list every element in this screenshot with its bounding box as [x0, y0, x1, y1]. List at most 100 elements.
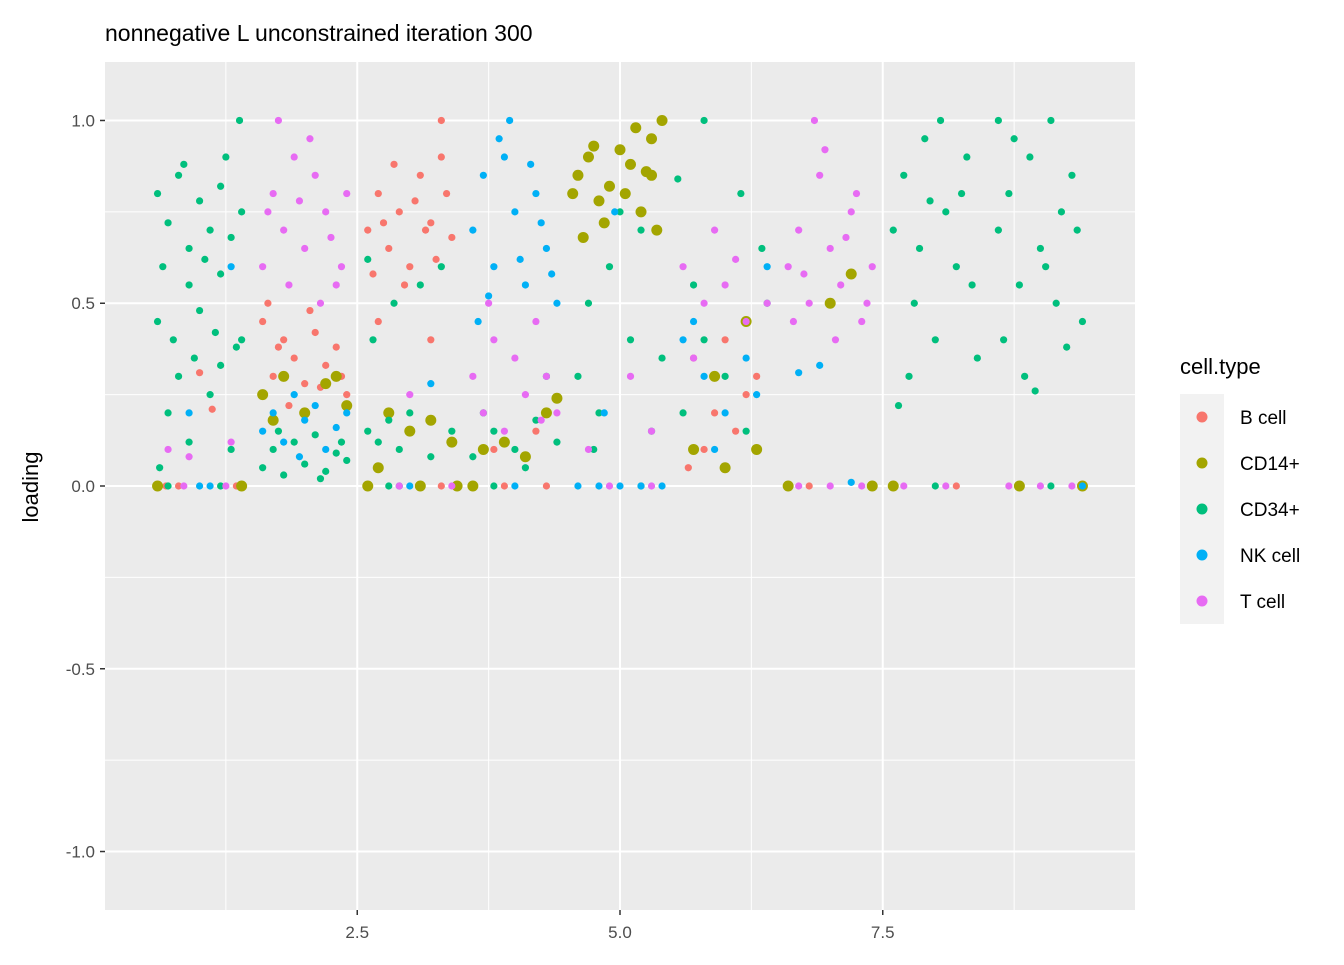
data-point [646, 169, 658, 181]
data-point [658, 482, 666, 490]
data-point [364, 427, 372, 435]
data-point [588, 140, 600, 152]
data-point [611, 208, 619, 216]
legend-swatch [1196, 549, 1208, 561]
legend: cell.type B cell CD14+ CD34+ NK cell T cell [1180, 354, 1300, 624]
data-point [1005, 189, 1013, 198]
data-point [369, 270, 377, 278]
data-point [322, 208, 330, 216]
data-point [700, 116, 708, 125]
data-point [637, 482, 645, 490]
data-point [1005, 482, 1013, 490]
data-points [152, 114, 1088, 492]
legend-label: CD34+ [1240, 500, 1300, 521]
data-point [222, 153, 230, 161]
data-point [551, 392, 563, 404]
data-point [269, 189, 277, 198]
data-point [164, 445, 172, 454]
data-point [490, 445, 498, 454]
data-point [900, 482, 908, 490]
data-point [605, 482, 614, 490]
data-point [467, 480, 479, 492]
data-point [710, 409, 719, 417]
data-point [858, 317, 866, 326]
data-point [332, 343, 340, 351]
data-point [185, 453, 193, 461]
data-point [866, 480, 878, 492]
data-point [616, 208, 624, 216]
data-point [826, 244, 834, 253]
data-point [477, 443, 489, 455]
data-point [301, 244, 309, 253]
data-point [810, 116, 819, 125]
data-point [595, 482, 603, 490]
data-point [306, 306, 314, 315]
data-point [826, 482, 834, 490]
data-point [926, 197, 934, 205]
data-point [374, 189, 382, 198]
data-point [174, 372, 183, 380]
data-point [469, 226, 477, 234]
data-point [689, 354, 698, 362]
data-point [721, 372, 729, 380]
data-point [994, 226, 1002, 234]
data-point [500, 153, 508, 161]
data-point [469, 372, 477, 380]
data-point [931, 482, 939, 490]
data-point [721, 409, 729, 417]
data-point [721, 281, 729, 289]
data-point [469, 453, 477, 461]
data-point [295, 453, 304, 461]
data-point [782, 480, 794, 492]
data-point [227, 445, 235, 454]
data-point [963, 153, 971, 161]
data-point [795, 369, 803, 377]
data-point [337, 438, 346, 446]
data-point [1031, 387, 1039, 395]
data-point [432, 255, 440, 263]
y-axis-label: loading [18, 452, 43, 523]
y-tick-label: 0.0 [71, 477, 95, 496]
data-point [942, 208, 950, 216]
data-point [847, 478, 855, 486]
data-point [208, 405, 216, 413]
data-point [372, 462, 384, 474]
data-point [1047, 116, 1055, 125]
data-point [994, 116, 1002, 125]
data-point [584, 445, 593, 454]
data-point [206, 482, 214, 490]
data-point [269, 409, 277, 417]
data-point [232, 343, 240, 351]
data-point [236, 480, 248, 492]
legend-swatch [1196, 411, 1208, 423]
data-point [180, 482, 188, 490]
data-point [742, 354, 750, 362]
data-point [264, 208, 272, 216]
data-point [942, 482, 950, 490]
data-point [548, 270, 556, 278]
y-tick-label: -1.0 [66, 843, 95, 862]
data-point [1073, 226, 1081, 234]
data-point [395, 482, 403, 490]
data-point [390, 160, 398, 168]
data-point [915, 244, 924, 253]
data-point [847, 208, 855, 216]
data-point [900, 171, 908, 179]
data-point [274, 343, 283, 351]
data-point [400, 281, 409, 289]
data-point [824, 297, 836, 309]
data-point [887, 480, 899, 492]
data-point [301, 416, 309, 424]
data-point [257, 389, 269, 401]
data-point [316, 475, 325, 483]
data-point [646, 133, 658, 145]
data-point [789, 317, 798, 326]
data-point [845, 268, 857, 280]
data-point [485, 299, 493, 307]
data-point [322, 361, 330, 369]
data-point [274, 427, 283, 435]
data-point [625, 158, 637, 170]
data-point [577, 231, 589, 243]
data-point [174, 482, 183, 490]
data-point [383, 407, 395, 419]
